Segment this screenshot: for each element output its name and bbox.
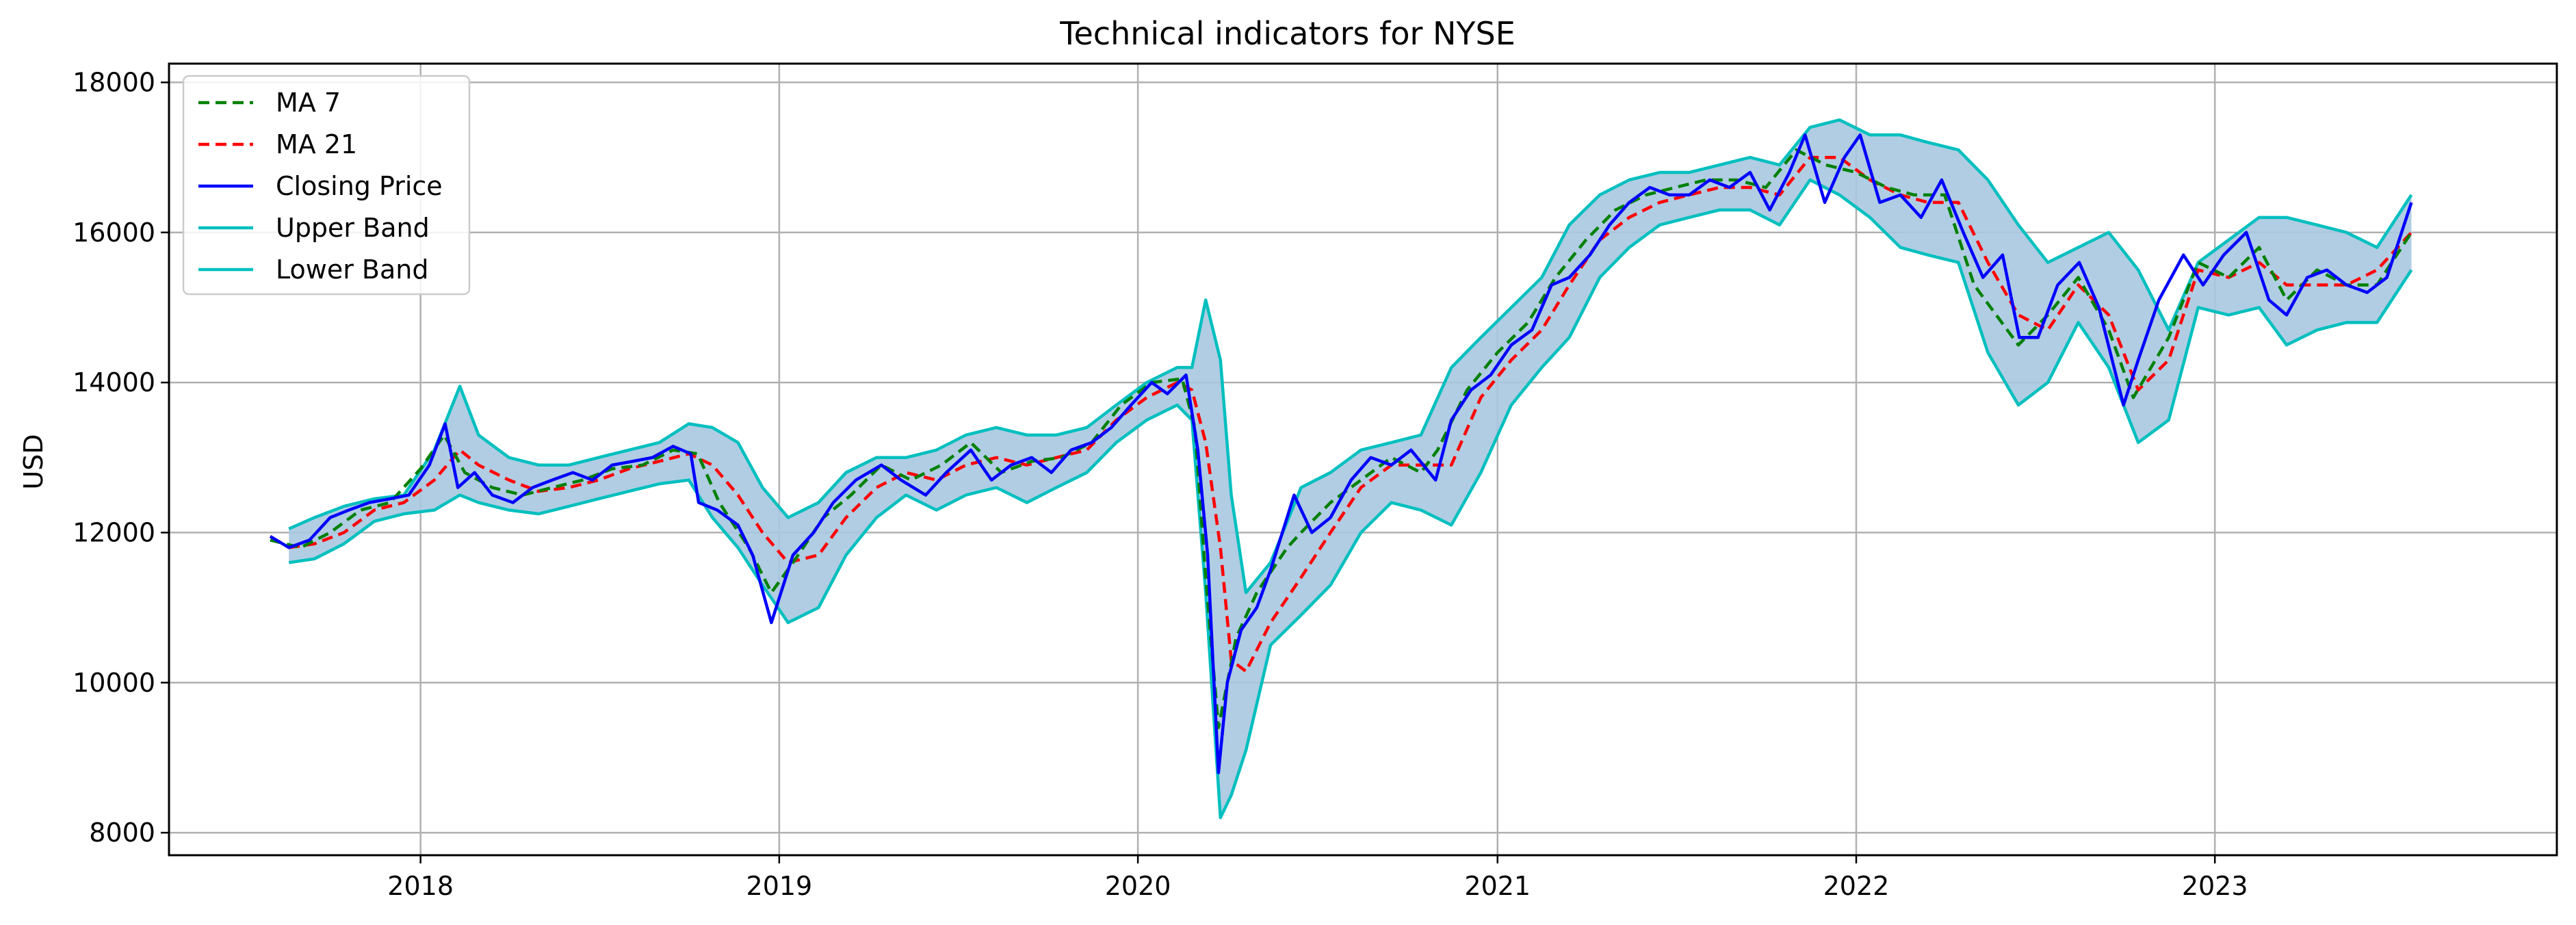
y-tick-label: 14000	[73, 367, 155, 398]
series-line-lower-band	[288, 178, 2413, 820]
x-tick-label: 2018	[387, 871, 454, 901]
y-tick-label: 16000	[73, 218, 155, 248]
bollinger-band-fill	[289, 120, 2412, 818]
legend-entry-label: Upper Band	[276, 213, 430, 243]
legend-box	[182, 75, 471, 296]
y-axis-label: USD	[18, 434, 49, 489]
x-tick-label: 2019	[746, 871, 813, 901]
y-tick-label: 8000	[89, 818, 155, 848]
y-tick-label: 18000	[73, 67, 155, 97]
legend-entry-label: MA 21	[276, 129, 357, 159]
x-tick-label: 2021	[1464, 871, 1531, 901]
legend-entry-label: Lower Band	[276, 255, 428, 285]
x-tick-label: 2020	[1105, 871, 1171, 901]
legend-entry-label: Closing Price	[276, 171, 443, 201]
series-lines	[269, 118, 2413, 820]
legend: MA 7 MA 21 Closing Price Upper Band Lower Ba…	[182, 75, 471, 296]
plot-frame	[168, 62, 2558, 857]
x-tick-label: 2023	[2182, 871, 2248, 901]
x-tick-label: 2022	[1823, 871, 1890, 901]
y-tick-label: 10000	[73, 668, 155, 698]
band-fill-area	[289, 120, 2412, 818]
legend-entry-label: MA 7	[276, 88, 341, 118]
series-line-closing-price	[269, 133, 2413, 774]
series-line-ma-7	[270, 148, 2413, 729]
y-tick-label: 12000	[73, 517, 155, 547]
axis-ticks: 2018 2019 2020 2021 2022 2023 8000 10000 12000 14…	[73, 67, 2248, 901]
series-line-ma-21	[288, 155, 2413, 673]
chart-title: Technical indicators for NYSE	[1059, 15, 1515, 52]
